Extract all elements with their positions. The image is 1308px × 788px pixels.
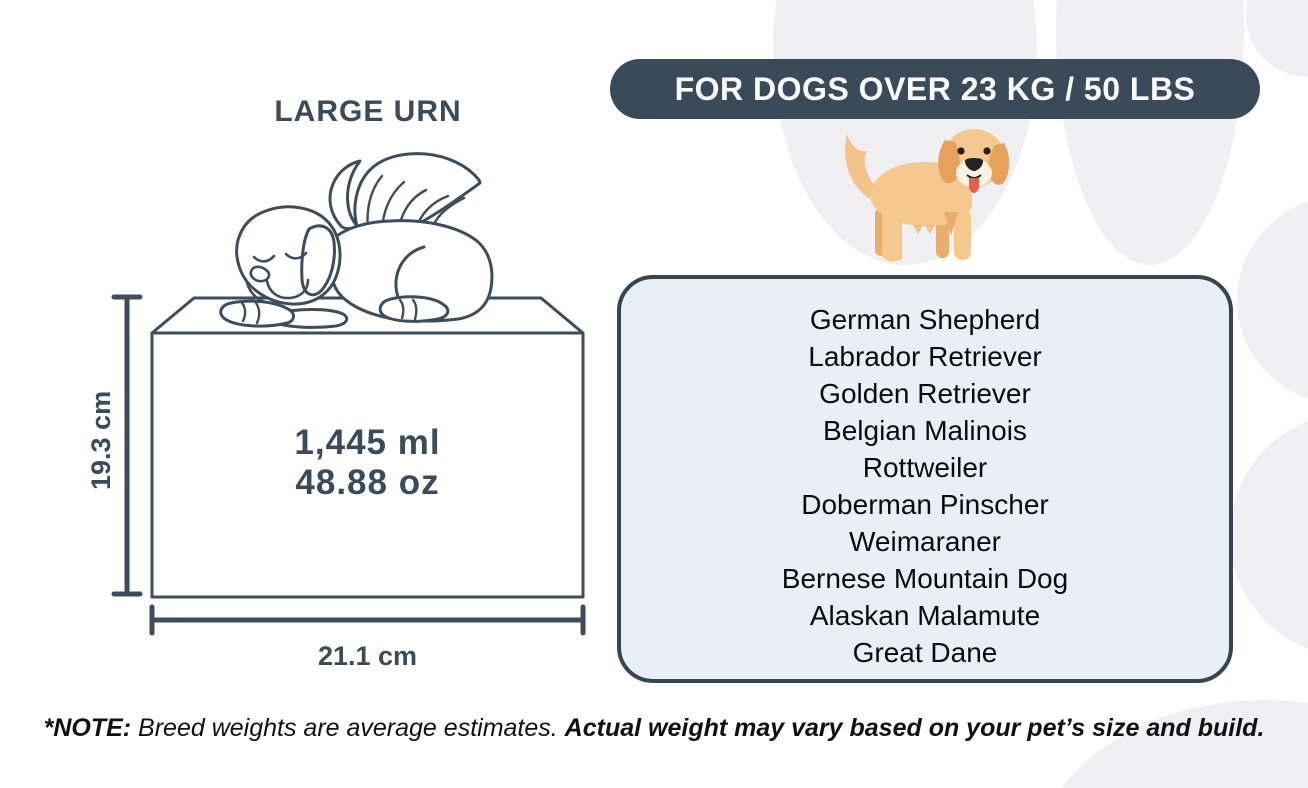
weight-banner: FOR DOGS OVER 23 KG / 50 LBS [610,59,1260,119]
breed-item: Labrador Retriever [808,341,1042,372]
urn-volume-oz: 48.88 oz [295,463,440,502]
breed-item: Doberman Pinscher [801,489,1049,520]
urn-volume-ml: 1,445 ml [294,423,441,462]
breed-item: Alaskan Malamute [809,600,1041,631]
urn-diagram [111,152,586,636]
width-dimension-line [149,604,586,636]
note-text: *NOTE: Breed weights are average estimat… [0,712,1308,744]
breed-item: German Shepherd [809,304,1041,335]
golden-retriever-icon [845,129,1010,262]
height-dimension-line [111,294,143,597]
weight-banner-label: FOR DOGS OVER 23 KG / 50 LBS [674,70,1196,107]
urn-volume: 1,445 ml 48.88 oz [152,423,583,503]
urn-width-label: 21.1 cm [317,641,418,671]
breed-item: Rottweiler [862,452,988,483]
winged-dog-line-art-icon [219,152,494,329]
breed-item: Belgian Malinois [823,415,1027,446]
breed-item: Bernese Mountain Dog [781,563,1069,594]
breeds-list: German Shepherd Labrador Retriever Golden … [621,279,1229,671]
note-body: Breed weights are average estimates. [138,714,558,742]
note-prefix: *NOTE: [43,714,132,742]
breed-item: Golden Retriever [819,378,1031,409]
note-emphasis: Actual weight may vary based on your pet… [564,714,1265,742]
breed-item: Weimaraner [849,526,1001,557]
breed-item: Great Dane [852,637,998,668]
page-title: LARGE URN [274,95,462,128]
breeds-box: German Shepherd Labrador Retriever Golden … [617,275,1233,683]
urn-height-label: 19.3 cm [86,390,116,490]
